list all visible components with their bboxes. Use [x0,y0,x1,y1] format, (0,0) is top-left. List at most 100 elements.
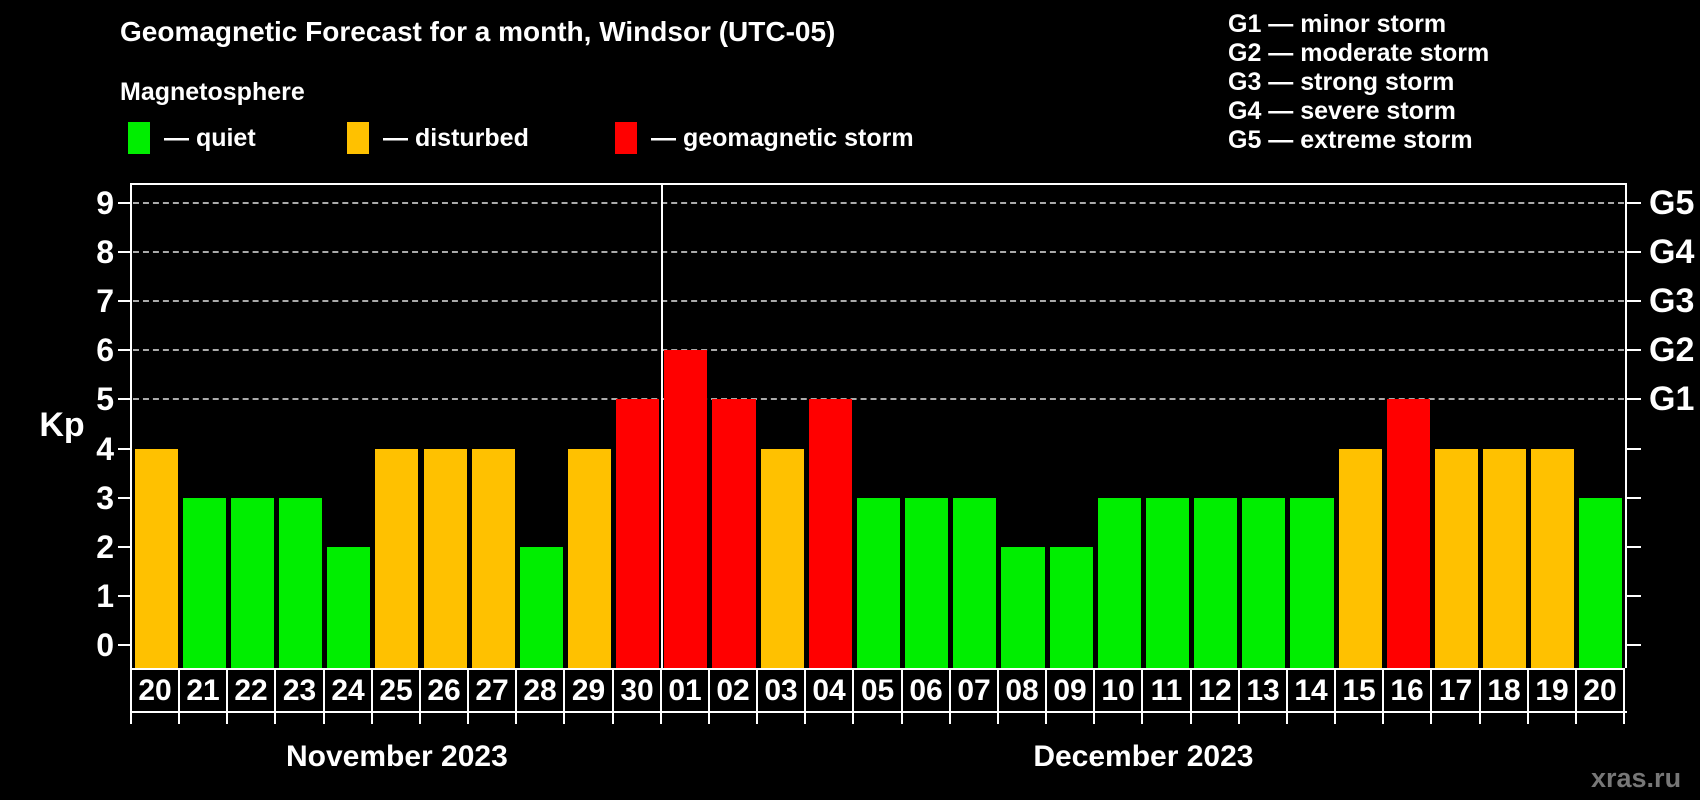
month-axis-day-tick [563,711,565,724]
legend-quiet-label: — quiet [164,123,256,152]
kp-bar [279,497,323,668]
day-label: 05 [852,668,903,713]
left-axis-tick [118,300,132,303]
day-label: 17 [1430,668,1481,713]
kp-gridline [133,349,1624,352]
right-axis-tick [1627,644,1641,646]
kp-bar [134,448,178,668]
right-axis-tick [1627,202,1641,204]
kp-bar [1290,497,1334,668]
left-axis-tick [118,398,132,401]
watermark: xras.ru [1591,763,1682,793]
left-axis-number: 0 [96,627,114,663]
day-label: 20 [130,668,180,713]
right-axis-g-label: G2 [1649,331,1695,370]
kp-bar [327,546,371,668]
kp-bar [712,399,756,668]
disturbed-color-swatch [347,122,369,154]
month-label: November 2023 [285,740,508,773]
month-axis-day-tick [274,711,276,724]
day-label: 04 [804,668,854,713]
month-axis-day-tick [949,711,951,724]
day-label: 22 [226,668,276,713]
left-axis-number: 6 [96,332,114,369]
month-axis-day-tick [1334,711,1336,724]
left-axis-tick [118,594,132,597]
kp-bar [1194,497,1238,668]
left-axis-tick [118,644,132,646]
day-label: 16 [1382,668,1432,713]
left-axis-number: 9 [96,185,114,221]
day-label: 15 [1334,668,1384,713]
left-axis-tick [118,447,132,450]
month-axis-day-tick [371,711,373,724]
kp-bar [664,350,708,668]
g-scale-legend: G1 — minor storm G2 — moderate storm G3 … [1228,10,1489,155]
day-label: 18 [1479,668,1529,713]
g4-legend-line: G4 — severe storm [1228,97,1456,125]
day-label: 24 [323,668,373,713]
day-label: 09 [1045,668,1095,713]
day-label: 02 [708,668,758,713]
month-axis-day-tick [178,711,180,724]
kp-bar [1049,546,1093,668]
g5-legend-line: G5 — extreme storm [1228,126,1473,154]
left-axis-number: 5 [96,381,114,418]
kp-bar [230,497,274,668]
month-axis-day-tick [756,711,758,724]
month-axis-day-tick [1045,711,1047,724]
day-label: 23 [274,668,325,713]
day-label: 01 [660,668,710,713]
month-axis-day-tick [1479,711,1481,724]
day-label: 27 [467,668,517,713]
month-axis-day-tick [130,711,132,724]
month-axis-day-tick [660,711,662,724]
month-axis-day-tick [804,711,806,724]
day-label: 06 [901,668,951,713]
kp-bar [1386,399,1430,668]
month-label: December 2023 [1033,740,1254,773]
subtitle-magnetosphere: Magnetosphere [120,78,305,106]
month-axis-day-tick [419,711,421,724]
page-title: Geomagnetic Forecast for a month, Windso… [120,16,836,47]
right-axis-tick [1627,251,1641,254]
kp-bar [471,448,515,668]
right-axis-g-label: G1 [1649,380,1695,419]
month-axis-line [130,711,1627,713]
kp-bar [1242,497,1286,668]
month-axis-day-tick [1093,711,1095,724]
legend-storm-label: — geomagnetic storm [651,123,914,152]
month-axis-day-tick [1382,711,1384,724]
right-axis-g-label: G4 [1649,233,1695,272]
day-label: 13 [1238,668,1288,713]
kp-bar [1001,546,1045,668]
kp-bar [808,399,852,668]
day-label: 26 [419,668,469,713]
day-label: 25 [371,668,421,713]
kp-bar [1097,497,1141,668]
kp-bar [760,448,804,668]
legend-disturbed-label: — disturbed [383,123,529,152]
kp-bar [1531,448,1575,668]
kp-gridline [133,300,1624,303]
right-axis-tick [1627,349,1641,352]
day-label: 11 [1141,668,1192,713]
day-label: 28 [515,668,565,713]
right-axis-g-label: G3 [1649,282,1695,321]
legend-item-quiet: — quiet [128,122,256,154]
y-axis-title-kp: Kp [39,406,85,444]
month-axis-day-tick [1527,711,1529,724]
g2-legend-line: G2 — moderate storm [1228,39,1490,67]
month-axis-day-tick [226,711,228,724]
kp-bar [905,497,949,668]
g1-legend-line: G1 — minor storm [1228,10,1447,38]
day-label: 30 [612,668,662,713]
kp-gridline [133,398,1624,401]
month-axis-day-tick [1286,711,1288,724]
right-axis-g-label: G5 [1649,184,1695,222]
month-axis-day-tick [1238,711,1240,724]
left-axis-tick [118,545,132,548]
left-axis-number: 4 [96,430,114,467]
kp-bar [1483,448,1527,668]
month-axis-day-tick [323,711,325,724]
